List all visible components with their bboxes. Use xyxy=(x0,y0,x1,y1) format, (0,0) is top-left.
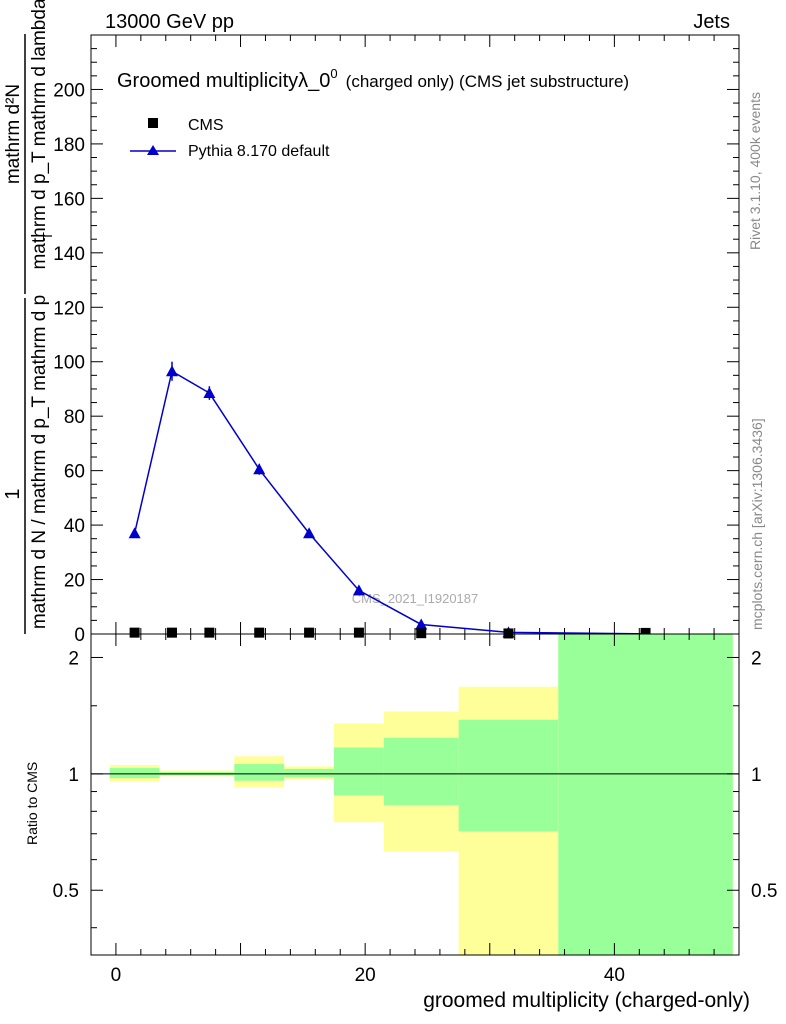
cms-point xyxy=(167,627,177,638)
ratio-ylabel: Ratio to CMS xyxy=(24,762,40,845)
ratio-band-green xyxy=(383,737,459,806)
y-tick-label: 0 xyxy=(74,625,85,646)
pythia-point xyxy=(415,618,428,630)
ratio-band-green xyxy=(284,768,334,778)
ratio-y-tick-label-right: 2 xyxy=(751,648,762,669)
ylabel-prefix-denominator: mathrm d N / mathrm d p_T mathrm d p xyxy=(29,295,50,629)
watermark: CMS_2021_I1920187 xyxy=(352,591,479,606)
y-tick-label: 140 xyxy=(53,244,85,265)
y-tick-label: 180 xyxy=(53,135,85,156)
x-tick-label: 0 xyxy=(111,965,122,986)
ratio-band-green xyxy=(558,634,733,955)
ylabel-numerator: mathrm d²N xyxy=(3,84,24,184)
main-y-ticks: 0 20 40 60 80 100 120 140 160 180 200 xyxy=(53,48,739,646)
x-axis-label: groomed multiplicity (charged-only) xyxy=(423,989,750,1012)
ratio-band-green xyxy=(458,719,559,832)
header-right: Jets xyxy=(693,11,730,33)
chart-title: Groomed multiplicityλ_00 (charged only) (… xyxy=(117,66,629,92)
legend: CMS Pythia 8.170 default xyxy=(130,117,330,160)
rivet-label: Rivet 3.1.10, 400k events xyxy=(747,92,763,250)
ratio-y-tick-label: 1 xyxy=(68,765,79,786)
main-ylabel: 1 mathrm d N / mathrm d p_T mathrm d p m… xyxy=(2,0,55,634)
ratio-y-tick-label-right: 0.5 xyxy=(751,881,777,902)
y-tick-label: 40 xyxy=(64,516,85,537)
ylabel-subscript-t: T xyxy=(40,232,55,240)
ylabel-prefix: 1 xyxy=(2,488,24,499)
legend-cms-label: CMS xyxy=(188,117,224,134)
y-tick-label: 80 xyxy=(64,407,85,428)
chart-title-suffix: (charged only) (CMS jet substructure) xyxy=(346,72,629,91)
legend-pythia-label: Pythia 8.170 default xyxy=(188,143,330,160)
chart-title-sup: 0 xyxy=(330,66,337,81)
x-tick-label: 20 xyxy=(355,965,376,986)
pythia-point xyxy=(253,463,266,475)
ratio-y-tick-label: 2 xyxy=(68,648,79,669)
y-tick-label: 160 xyxy=(53,189,85,210)
ratio-panel: 0.5 0.5 1 1 2 2 0 20 40 Ratio to CMS groomed mu… xyxy=(24,633,777,1012)
cms-point xyxy=(129,627,140,638)
y-tick-label: 20 xyxy=(64,571,85,592)
y-tick-label: 100 xyxy=(53,353,85,374)
cms-point xyxy=(503,628,514,639)
cms-point xyxy=(304,627,315,638)
legend-cms-marker xyxy=(148,118,158,128)
header-left: 13000 GeV pp xyxy=(105,11,234,33)
pythia-point xyxy=(352,584,365,596)
ratio-bands xyxy=(109,634,733,955)
chart-title-main: Groomed multiplicityλ_0 xyxy=(117,70,330,92)
legend-pythia-marker xyxy=(147,145,159,155)
cms-point xyxy=(254,627,265,638)
main-series xyxy=(128,361,652,639)
pythia-point xyxy=(203,387,216,399)
y-tick-label: 200 xyxy=(53,80,85,101)
ratio-y-tick-label-right: 1 xyxy=(751,765,762,786)
x-tick-label: 40 xyxy=(604,965,625,986)
pythia-point xyxy=(166,365,178,377)
ratio-y-tick-label: 0.5 xyxy=(53,881,79,902)
cms-point xyxy=(640,627,651,638)
pythia-point xyxy=(128,527,141,539)
pythia-point xyxy=(303,527,316,539)
mcplots-label: mcplots.cern.ch [arXiv:1306.3436] xyxy=(749,418,765,630)
cms-point xyxy=(204,627,215,638)
ratio-x-ticks: 0 20 40 xyxy=(111,634,715,986)
ratio-band-green xyxy=(334,747,384,796)
ratio-band-green xyxy=(109,768,160,779)
cms-point xyxy=(353,627,364,638)
ratio-y-ticks: 0.5 0.5 1 1 2 2 xyxy=(53,648,777,929)
y-tick-label: 60 xyxy=(64,462,85,483)
y-tick-label: 120 xyxy=(53,298,85,319)
ratio-band-green xyxy=(234,764,285,781)
cms-point xyxy=(416,628,427,639)
main-panel: 0 20 40 60 80 100 120 140 160 180 200 CMS_2021_I19… xyxy=(2,0,740,646)
ylabel-denominator: mathrm d p_T mathrm d lambda xyxy=(29,0,50,270)
